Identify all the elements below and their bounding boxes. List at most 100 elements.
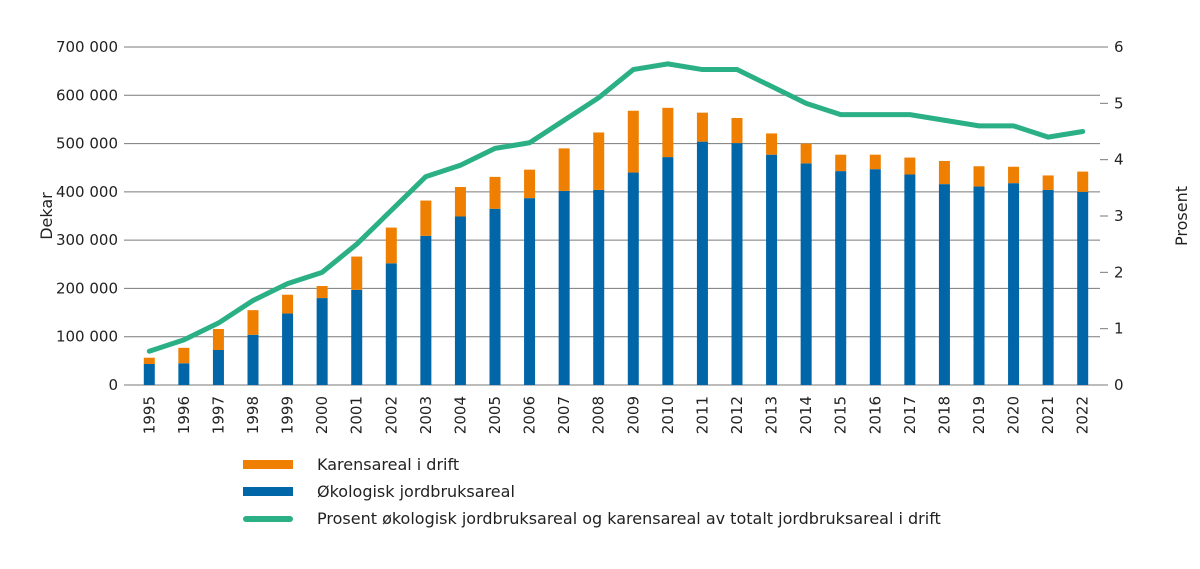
left-tick-label: 100 000 bbox=[56, 328, 118, 346]
bar-karensareal bbox=[973, 166, 985, 187]
bar-okologisk bbox=[731, 143, 743, 385]
bar-karensareal bbox=[489, 176, 501, 209]
legend-item-prosent: Prosent økologisk jordbruksareal og kare… bbox=[243, 505, 941, 532]
left-tick-label: 300 000 bbox=[56, 231, 118, 249]
x-tick-label: 2003 bbox=[417, 396, 435, 434]
bar-okologisk bbox=[420, 235, 432, 385]
bar-okologisk bbox=[178, 363, 190, 385]
bar-karensareal bbox=[627, 110, 639, 173]
bar-okologisk bbox=[835, 171, 847, 385]
x-tick-label: 1998 bbox=[244, 396, 262, 434]
right-axis-title: Prosent bbox=[1172, 186, 1191, 246]
bar-okologisk bbox=[869, 169, 881, 385]
x-tick-label: 2013 bbox=[763, 396, 781, 434]
bar-okologisk bbox=[351, 289, 363, 385]
x-tick-label: 2016 bbox=[866, 396, 884, 434]
x-tick-label: 2007 bbox=[555, 396, 573, 434]
bar-karensareal bbox=[1077, 171, 1089, 192]
bar-karensareal bbox=[696, 112, 708, 142]
left-tick-label: 600 000 bbox=[56, 86, 118, 104]
legend-item-karensareal: Karensareal i drift bbox=[243, 451, 941, 478]
legend: Karensareal i drift Økologisk jordbruksa… bbox=[243, 451, 941, 532]
x-tick-label: 1996 bbox=[175, 396, 193, 434]
left-tick-label: 700 000 bbox=[56, 38, 118, 56]
x-tick-label: 2015 bbox=[832, 396, 850, 434]
x-tick-label: 1997 bbox=[209, 396, 227, 434]
x-tick-label: 2000 bbox=[313, 396, 331, 434]
right-axis-ticks: 0 1 2 3 4 5 6 bbox=[1100, 38, 1124, 394]
x-tick-label: 2021 bbox=[1039, 396, 1057, 434]
bar-okologisk bbox=[282, 313, 294, 385]
legend-swatch-orange bbox=[243, 460, 293, 469]
x-tick-label: 2004 bbox=[451, 396, 469, 434]
bar-okologisk bbox=[593, 189, 605, 385]
bar-karensareal bbox=[1042, 175, 1054, 190]
bar-okologisk bbox=[247, 334, 259, 385]
x-tick-label: 2018 bbox=[935, 396, 953, 434]
bars bbox=[143, 107, 1089, 385]
bar-okologisk bbox=[662, 157, 674, 385]
bar-okologisk bbox=[489, 208, 501, 385]
right-tick-label: 5 bbox=[1114, 94, 1124, 112]
bar-karensareal bbox=[800, 143, 812, 164]
x-tick-label: 2012 bbox=[728, 396, 746, 434]
bar-karensareal bbox=[869, 154, 881, 170]
bar-karensareal bbox=[835, 154, 847, 172]
x-tick-label: 1995 bbox=[140, 396, 158, 434]
x-tick-label: 2008 bbox=[590, 396, 608, 434]
bar-karensareal bbox=[558, 148, 570, 191]
bar-karensareal bbox=[282, 294, 294, 314]
left-axis-ticks: 0 100 000 200 000 300 000 400 000 500 000 600 … bbox=[56, 38, 118, 394]
legend-label: Økologisk jordbruksareal bbox=[317, 482, 515, 501]
x-tick-label: 2006 bbox=[521, 396, 539, 434]
x-tick-label: 2005 bbox=[486, 396, 504, 434]
bar-okologisk bbox=[904, 174, 916, 385]
x-tick-label: 2001 bbox=[348, 396, 366, 434]
x-tick-label: 2020 bbox=[1005, 396, 1023, 434]
bar-karensareal bbox=[212, 328, 224, 350]
bar-okologisk bbox=[1077, 191, 1089, 385]
bar-karensareal bbox=[143, 357, 155, 364]
right-tick-label: 2 bbox=[1114, 263, 1124, 281]
right-tick-label: 6 bbox=[1114, 38, 1124, 56]
bar-okologisk bbox=[938, 184, 950, 385]
legend-label: Prosent økologisk jordbruksareal og kare… bbox=[317, 509, 941, 528]
bar-okologisk bbox=[212, 349, 224, 385]
x-tick-label: 2017 bbox=[901, 396, 919, 434]
bar-okologisk bbox=[766, 154, 778, 385]
right-tick-label: 0 bbox=[1114, 376, 1124, 394]
x-tick-label: 2011 bbox=[693, 396, 711, 434]
x-tick-label: 2010 bbox=[659, 396, 677, 434]
legend-label: Karensareal i drift bbox=[317, 455, 460, 474]
left-tick-label: 200 000 bbox=[56, 279, 118, 297]
bar-okologisk bbox=[385, 263, 397, 385]
bar-okologisk bbox=[973, 186, 985, 385]
bar-karensareal bbox=[316, 286, 328, 299]
x-axis-ticks: 1995 1996 1997 1998 1999 2000 2001 2002 2003 2004… bbox=[140, 396, 1091, 434]
right-tick-label: 3 bbox=[1114, 207, 1124, 225]
bar-karensareal bbox=[662, 107, 674, 158]
bar-okologisk bbox=[1008, 183, 1020, 385]
left-axis-title: Dekar bbox=[37, 192, 56, 240]
x-tick-label: 2014 bbox=[797, 396, 815, 434]
bar-okologisk bbox=[454, 216, 466, 385]
right-tick-label: 4 bbox=[1114, 151, 1124, 169]
percent-line-layer bbox=[146, 61, 1086, 354]
left-tick-label: 0 bbox=[108, 376, 118, 394]
legend-swatch-green-line bbox=[243, 515, 293, 522]
bar-okologisk bbox=[558, 190, 570, 385]
bar-karensareal bbox=[247, 310, 259, 335]
bar-okologisk bbox=[696, 141, 708, 385]
x-tick-label: 2002 bbox=[382, 396, 400, 434]
bar-karensareal bbox=[1008, 166, 1020, 184]
bar-karensareal bbox=[731, 117, 743, 144]
bar-karensareal bbox=[178, 347, 190, 364]
bar-karensareal bbox=[904, 157, 916, 175]
x-tick-label: 2009 bbox=[624, 396, 642, 434]
x-tick-label: 2019 bbox=[970, 396, 988, 434]
bar-okologisk bbox=[800, 163, 812, 385]
legend-swatch-blue bbox=[243, 487, 293, 496]
bar-okologisk bbox=[1042, 189, 1054, 385]
bar-karensareal bbox=[524, 169, 536, 199]
